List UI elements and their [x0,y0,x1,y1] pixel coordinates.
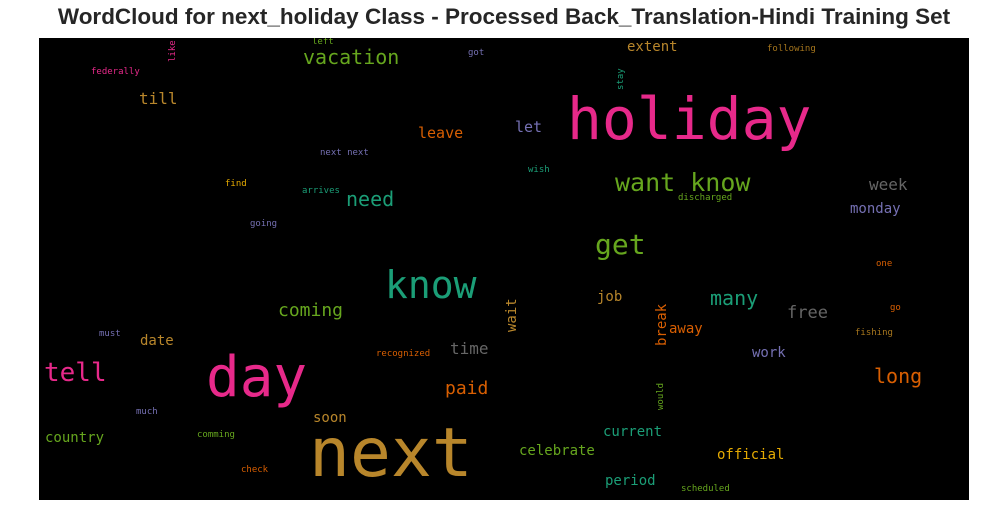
word-find: find [225,179,247,189]
word-tell: tell [44,358,107,388]
word-need: need [346,187,395,211]
word-wish: wish [528,165,550,175]
word-celebrate: celebrate [519,443,595,459]
word-comming: comming [197,430,235,440]
word-much: much [136,407,158,417]
word-free: free [787,303,828,323]
word-like: like [168,40,178,62]
word-get: get [595,228,646,261]
figure-title: WordCloud for next_holiday Class - Proce… [57,4,951,29]
word-many: many [710,286,759,310]
word-one: one [876,259,893,269]
word-got: got [468,48,485,58]
word-work: work [752,345,786,361]
word-going: going [250,219,278,229]
word-fishing: fishing [855,328,893,338]
word-paid: paid [445,378,489,399]
word-vacation: vacation [303,45,400,69]
word-day: day [206,345,308,410]
word-want-know: want know [615,168,751,197]
word-recognized: recognized [376,349,431,359]
word-date: date [140,333,174,349]
word-coming: coming [278,300,344,321]
word-week: week [869,175,908,194]
word-next-next: next next [320,148,369,158]
word-soon: soon [313,410,347,426]
word-know: know [385,263,477,307]
word-go: go [890,303,901,313]
word-current: current [603,424,663,440]
word-official: official [717,447,785,463]
word-period: period [605,473,656,489]
word-let: let [515,118,543,136]
word-long: long [874,364,923,388]
word-arrives: arrives [302,186,340,196]
word-holiday: holiday [567,85,812,153]
word-must: must [99,329,121,339]
word-country: country [45,430,105,446]
word-extent: extent [627,39,678,55]
wordcloud-canvas: holiday next day know want know get tell… [39,38,969,500]
word-till: till [139,89,178,108]
word-following: following [767,44,816,54]
word-discharged: discharged [678,193,733,203]
word-would: would [656,382,666,410]
word-wait: wait [504,298,520,332]
word-time: time [450,339,489,358]
word-break: break [654,303,670,346]
word-leave: leave [418,124,464,142]
word-scheduled: scheduled [681,484,730,494]
word-stay: stay [616,68,626,90]
word-federally: federally [91,67,140,77]
word-away: away [669,321,703,337]
word-monday: monday [850,201,901,217]
word-job: job [597,289,623,305]
word-next: next [309,414,473,493]
word-left: left [312,38,334,47]
word-check: check [241,465,269,475]
